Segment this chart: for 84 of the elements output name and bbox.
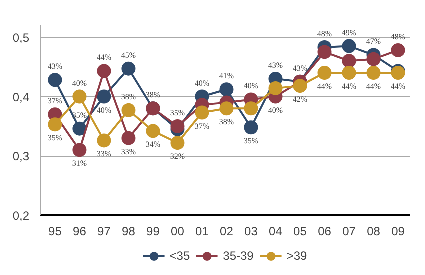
x-tick-label: 04	[269, 224, 283, 238]
data-label: 37%	[194, 122, 210, 131]
data-label: 33%	[121, 147, 136, 156]
point	[146, 124, 160, 138]
point	[244, 102, 258, 116]
point	[72, 122, 87, 136]
data-label: 35%	[48, 134, 63, 143]
x-tick-label: 99	[146, 224, 160, 238]
x-tick-label: 05	[294, 224, 308, 238]
point	[72, 143, 87, 158]
point	[342, 54, 356, 68]
legend-label: 35-39	[223, 249, 254, 263]
x-tick-label: 01	[196, 224, 210, 238]
point	[220, 82, 234, 97]
point	[366, 52, 381, 66]
point	[72, 90, 87, 104]
y-tick-label: 0,5	[12, 30, 30, 45]
legend-label: >39	[286, 249, 308, 263]
data-label: 43%	[268, 60, 284, 70]
data-label: 38%	[219, 118, 234, 127]
y-tick-label: 0,4	[12, 90, 30, 104]
point	[97, 64, 112, 78]
x-tick-label: 97	[98, 224, 112, 238]
data-label: 44%	[366, 82, 382, 91]
data-label: 40%	[268, 106, 284, 115]
point	[220, 102, 234, 116]
data-label: 35%	[244, 136, 259, 146]
data-label: 44%	[317, 82, 332, 91]
point	[293, 79, 308, 94]
point	[48, 73, 62, 88]
point	[170, 136, 185, 150]
point	[268, 81, 283, 96]
x-tick-label: 08	[367, 224, 381, 238]
data-label: 40%	[244, 82, 259, 91]
data-label: 44%	[342, 82, 357, 91]
data-label: 43%	[292, 64, 308, 73]
data-label: 35%	[170, 108, 186, 118]
point	[342, 66, 356, 80]
data-label: 40%	[194, 78, 210, 88]
data-label: 49%	[342, 28, 357, 38]
x-tick-label: 95	[48, 224, 62, 238]
x-tick-label: 03	[244, 224, 258, 238]
x-tick-label: 00	[171, 224, 185, 238]
point	[48, 118, 62, 132]
y-tick-label: 0,2	[12, 209, 30, 223]
data-label: 37%	[48, 96, 63, 106]
data-label: 40%	[72, 78, 88, 88]
data-label: 34%	[146, 140, 161, 150]
x-tick-label: 02	[220, 224, 234, 238]
point	[391, 43, 406, 58]
point	[342, 39, 356, 54]
data-label: 44%	[96, 53, 112, 62]
data-label: 48%	[317, 29, 332, 38]
data-label: 43%	[48, 62, 63, 72]
point	[122, 131, 136, 146]
point	[318, 66, 332, 80]
x-tick-label: 06	[318, 224, 332, 238]
point	[195, 106, 210, 120]
x-tick-label: 07	[342, 224, 356, 238]
x-tick-label: 98	[122, 224, 136, 238]
point	[170, 119, 185, 134]
x-tick-label: 96	[73, 224, 87, 238]
point	[122, 103, 136, 118]
data-label: 32%	[170, 152, 186, 162]
data-label: 33%	[96, 150, 112, 159]
data-label: 40%	[96, 106, 112, 115]
point	[122, 62, 136, 76]
data-label: 47%	[366, 37, 382, 46]
y-tick-label: 0,3	[12, 150, 30, 164]
point	[244, 120, 258, 135]
point	[97, 134, 112, 148]
data-label: 41%	[219, 72, 234, 81]
data-label: 38%	[121, 92, 136, 102]
data-label: 44%	[390, 82, 406, 91]
point	[318, 45, 332, 60]
data-label: 31%	[72, 159, 88, 168]
data-label: 45%	[121, 50, 136, 60]
legend-label: <35	[170, 249, 190, 263]
data-label: 42%	[292, 95, 308, 104]
point	[97, 90, 112, 104]
x-tick-label: 09	[392, 224, 406, 238]
point	[366, 66, 381, 80]
data-label: 38%	[146, 90, 161, 100]
data-label: 48%	[390, 32, 406, 42]
